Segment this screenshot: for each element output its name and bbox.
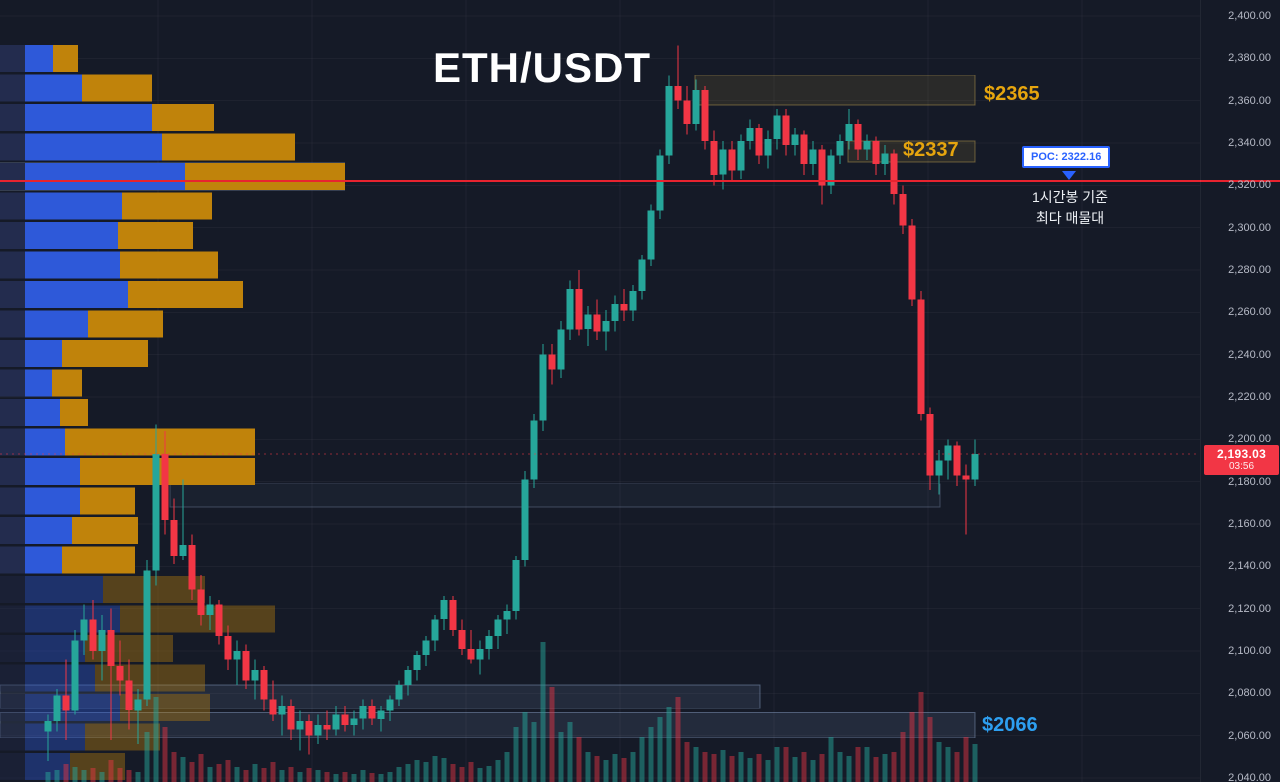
price-axis-label: 2,300.00 [1228,222,1271,234]
price-axis-label: 2,260.00 [1228,306,1271,318]
price-axis-label: 2,240.00 [1228,349,1271,361]
price-axis-label: 2,200.00 [1228,433,1271,445]
price-axis[interactable]: 2,400.00 2,380.00 2,360.00 2,340.00 2,320.00… [1200,0,1280,782]
price-axis-label: 2,400.00 [1228,10,1271,22]
resistance-label-2337[interactable]: $2337 [903,139,959,161]
price-axis-label: 2,220.00 [1228,391,1271,403]
resistance-label-2365[interactable]: $2365 [984,83,1040,105]
price-axis-label: 2,180.00 [1228,476,1271,488]
support-label-2066[interactable]: $2066 [982,714,1038,736]
price-axis-label: 2,340.00 [1228,137,1271,149]
bar-countdown: 03:56 [1228,461,1255,472]
price-axis-label: 2,160.00 [1228,518,1271,530]
price-axis-label: 2,320.00 [1228,179,1271,191]
price-axis-label: 2,380.00 [1228,52,1271,64]
poc-tooltip-caret-icon [1062,171,1076,180]
poc-annotation[interactable]: 1시간봉 기준 최다 매물대 [1010,187,1130,229]
current-price-badge: 2,193.03 03:56 [1204,445,1279,475]
price-axis-label: 2,060.00 [1228,730,1271,742]
poc-tooltip-text: POC: 2322.16 [1031,151,1102,163]
poc-annotation-line2: 최다 매물대 [1035,210,1105,226]
price-axis-label: 2,140.00 [1228,560,1271,572]
price-axis-label: 2,100.00 [1228,645,1271,657]
price-axis-label: 2,040.00 [1228,772,1271,782]
last-price: 2,193.03 [1216,447,1267,461]
price-axis-label: 2,120.00 [1228,603,1271,615]
poc-price-tooltip[interactable]: POC: 2322.16 [1022,146,1111,168]
price-axis-label: 2,080.00 [1228,687,1271,699]
poc-annotation-line1: 1시간봉 기준 [1031,189,1109,205]
price-axis-label: 2,360.00 [1228,95,1271,107]
symbol-title: ETH/USDT [433,44,651,91]
price-axis-label: 2,280.00 [1228,264,1271,276]
